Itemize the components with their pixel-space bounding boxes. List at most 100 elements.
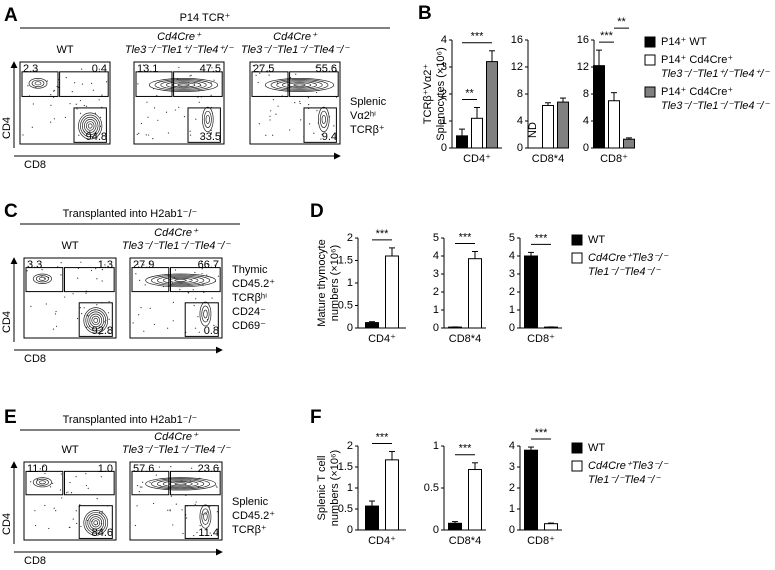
y-tick-label: 12 <box>577 61 589 73</box>
event-dot <box>35 70 37 72</box>
event-dot <box>153 107 156 109</box>
event-dot <box>259 72 261 74</box>
event-dot <box>34 524 37 527</box>
event-dot <box>206 511 208 513</box>
event-dot <box>195 501 197 503</box>
error-bar <box>548 522 554 524</box>
y-tick-label: 5 <box>433 232 439 244</box>
event-dot <box>77 267 79 270</box>
gate <box>169 470 221 496</box>
event-dot <box>79 112 82 114</box>
y-tick-label: 2 <box>509 286 515 298</box>
x-category-label: CD8*4 <box>449 333 481 345</box>
legend-swatch <box>571 252 583 264</box>
gate <box>25 267 64 293</box>
significance-label: *** <box>459 231 473 243</box>
x-category-label: CD8⁺ <box>600 153 628 165</box>
significance-label: ** <box>465 87 474 99</box>
y-tick-label: 12 <box>511 61 523 73</box>
significance-label: ** <box>617 16 626 28</box>
event-dot <box>215 485 217 487</box>
event-dot <box>193 535 195 537</box>
event-dot <box>53 118 56 120</box>
event-dot <box>94 112 97 114</box>
event-dot <box>101 280 103 282</box>
event-dot <box>53 507 55 509</box>
y-tick-label: 4 <box>509 250 515 262</box>
y-tick-label: 0 <box>509 524 515 536</box>
y-tick-label: 2 <box>433 286 439 298</box>
contour <box>78 112 103 140</box>
event-dot <box>294 102 296 104</box>
event-dot <box>169 509 171 511</box>
plot-frame <box>129 461 223 541</box>
contour <box>202 106 214 133</box>
event-dot <box>60 261 62 264</box>
event-dot <box>75 510 77 512</box>
event-dot <box>85 292 87 294</box>
error-bar <box>369 321 375 323</box>
contour <box>145 477 216 491</box>
event-dot <box>300 119 302 121</box>
contour <box>199 504 212 529</box>
legend-label: Tle3⁻/⁻Tle1⁻/⁻Tle4⁻/⁻ <box>661 100 770 112</box>
event-dot <box>210 133 212 135</box>
event-dot <box>186 517 188 519</box>
event-dot <box>67 491 69 493</box>
event-dot <box>265 134 267 136</box>
event-dot <box>56 85 58 88</box>
contour <box>148 78 219 92</box>
event-dot <box>189 134 192 136</box>
y-tick-label: 3 <box>441 61 447 73</box>
x-axis-label: CD8 <box>24 555 46 567</box>
contour <box>287 82 312 88</box>
y-tick-label: 1 <box>433 440 439 452</box>
contour <box>160 80 207 90</box>
y-tick-label: 0.5 <box>424 482 439 494</box>
legend-label: Cd4Cre⁺Tle3⁻/⁻ <box>588 460 669 472</box>
event-dot <box>79 504 81 506</box>
event-dot <box>50 104 52 107</box>
event-dot <box>101 94 103 96</box>
event-dot <box>90 269 93 272</box>
event-dot <box>49 486 52 488</box>
contour <box>38 480 46 485</box>
event-dot <box>289 129 291 131</box>
event-dot <box>144 284 146 286</box>
event-dot <box>96 304 98 306</box>
plot-label: Tle3⁻/⁻Tle1⁻/⁻Tle4⁻/⁻ <box>122 444 231 456</box>
legend-label: WT <box>588 442 605 454</box>
gate-value: 3.3 <box>27 259 42 271</box>
event-dot <box>65 76 67 79</box>
y-axis-title: numbers (×10⁶) <box>329 450 341 526</box>
event-dot <box>172 320 174 322</box>
x-category-label: CD4⁺ <box>368 535 396 547</box>
gate <box>173 71 223 97</box>
contour <box>282 81 317 89</box>
event-dot <box>210 94 212 96</box>
gate <box>73 107 107 143</box>
event-dot <box>65 492 68 494</box>
event-dot <box>61 497 63 499</box>
contour <box>156 479 205 489</box>
event-dot <box>100 476 102 478</box>
y-tick-label: 1.5 <box>338 461 353 473</box>
event-dot <box>189 75 191 77</box>
y-tick-label: 1 <box>347 277 353 289</box>
event-dot <box>172 301 175 303</box>
contour <box>293 83 306 87</box>
event-dot <box>147 116 149 118</box>
y-tick-label: 2 <box>509 482 515 494</box>
event-dot <box>170 466 172 468</box>
event-dot <box>315 66 317 68</box>
event-dot <box>269 115 271 117</box>
event-dot <box>272 134 274 136</box>
contour <box>87 123 93 129</box>
contour <box>89 313 103 328</box>
event-dot <box>276 82 279 84</box>
gate-value: 94.8 <box>86 131 107 143</box>
event-dot <box>152 138 154 140</box>
contour <box>168 277 193 283</box>
event-dot <box>252 64 254 67</box>
gate-value: 2.3 <box>23 63 38 75</box>
